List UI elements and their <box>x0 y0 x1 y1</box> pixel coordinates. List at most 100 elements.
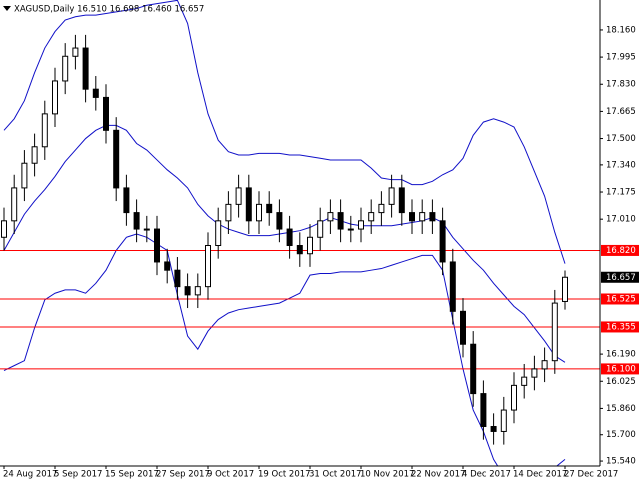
last-price-label: 16.657 <box>606 273 636 283</box>
candle-body <box>307 236 313 255</box>
candle-body <box>52 80 58 115</box>
candle-body <box>409 212 415 222</box>
y-tick-label: 17.010 <box>606 215 636 225</box>
y-tick-label: 15.860 <box>606 404 636 414</box>
candle-body <box>133 212 140 230</box>
x-tick-label: 9 Oct 2017 <box>207 470 254 480</box>
x-tick-label: 19 Oct 2017 <box>258 470 311 480</box>
candle-body <box>531 368 538 378</box>
candle-body <box>317 220 324 238</box>
x-tick-label: 27 Dec 2017 <box>564 470 618 480</box>
bollinger-band <box>3 0 566 264</box>
candle-body <box>449 261 456 312</box>
candle-body <box>276 212 283 230</box>
y-tick-label: 17.995 <box>606 53 636 63</box>
candle-body <box>296 245 303 255</box>
x-tick-label: 27 Sep 2017 <box>156 470 210 480</box>
y-tick-label: 17.500 <box>606 134 636 144</box>
x-tick-label: 31 Oct 2017 <box>309 470 362 480</box>
candle-body <box>11 187 18 222</box>
title-icon <box>3 6 11 11</box>
candle-body <box>31 146 38 164</box>
candle-body <box>490 426 497 432</box>
level-label-box <box>601 321 639 333</box>
candle-body <box>327 212 334 222</box>
level-label: 16.355 <box>606 322 636 332</box>
candle-body <box>500 409 507 432</box>
candle-body <box>551 302 558 362</box>
bands <box>3 0 566 466</box>
candle-body <box>378 203 385 214</box>
candle-body <box>225 203 232 222</box>
candle-body <box>82 47 89 90</box>
y-tick-label: 17.665 <box>606 107 636 117</box>
candle-body <box>92 88 99 98</box>
candle-body <box>21 162 28 189</box>
candle-body <box>164 261 171 271</box>
level-label-box <box>601 363 639 375</box>
y-tick-label: 17.340 <box>606 160 636 170</box>
candle-body <box>358 220 364 230</box>
candle-body <box>388 187 395 205</box>
level-label-box <box>601 244 639 256</box>
candle-body <box>41 113 48 148</box>
candle-body <box>419 212 426 222</box>
level-label: 16.100 <box>606 364 636 374</box>
candle-body <box>480 393 487 428</box>
chart-title: XAGUSD,Daily 16.510 16.698 16.460 16.657 <box>14 5 204 15</box>
y-tick-label: 16.190 <box>606 350 636 360</box>
x-tick-label: 14 Dec 2017 <box>513 470 567 480</box>
candle-body <box>1 220 7 238</box>
candle-body <box>62 55 69 82</box>
x-tick-label: 10 Nov 2017 <box>360 470 414 480</box>
level-label: 16.525 <box>606 294 636 304</box>
candle-body <box>429 212 436 222</box>
candle-body <box>72 47 79 57</box>
candle-body <box>439 220 446 263</box>
y-tick-label: 16.025 <box>606 377 636 387</box>
y-tick-label: 17.830 <box>606 80 636 90</box>
candle-body <box>103 96 109 131</box>
y-tick-label: 17.175 <box>606 188 636 198</box>
y-tick-label: 15.540 <box>606 457 636 467</box>
candle-body <box>521 376 528 386</box>
bollinger-band <box>3 233 566 466</box>
candle-body <box>562 276 568 302</box>
x-tick-label: 5 Sep 2017 <box>54 470 102 480</box>
candle-body <box>113 129 120 189</box>
level-label-box <box>601 293 639 305</box>
x-tick-label: 24 Aug 2017 <box>3 470 57 480</box>
x-tick-label: 4 Dec 2017 <box>462 470 511 480</box>
candle-body <box>256 203 262 222</box>
candle-body <box>347 228 354 231</box>
candle-body <box>286 228 293 247</box>
last-price-box <box>601 271 639 283</box>
candle-body <box>511 384 517 411</box>
candle-body <box>368 212 375 222</box>
bollinger-band <box>3 124 566 363</box>
candle-body <box>460 310 466 345</box>
level-label: 16.820 <box>606 246 636 256</box>
candle-body <box>215 220 222 247</box>
candle-body <box>143 228 150 231</box>
y-tick-label: 15.700 <box>606 430 636 440</box>
x-tick-label: 22 Nov 2017 <box>411 470 465 480</box>
candle-body <box>337 212 344 230</box>
candle-body <box>541 360 548 370</box>
y-tick-label: 18.160 <box>606 25 636 35</box>
candle-body <box>398 187 405 214</box>
candle-body <box>470 343 477 395</box>
candle-body <box>174 269 181 288</box>
candle-body <box>245 187 252 222</box>
candle-body <box>266 203 273 214</box>
x-tick-label: 15 Sep 2017 <box>105 470 159 480</box>
candle-body <box>205 245 211 288</box>
candles <box>1 34 568 445</box>
candle-body <box>194 286 201 296</box>
candle-body <box>184 286 191 296</box>
candle-body <box>235 187 242 205</box>
candle-body <box>123 187 130 214</box>
candle-body <box>154 228 160 263</box>
